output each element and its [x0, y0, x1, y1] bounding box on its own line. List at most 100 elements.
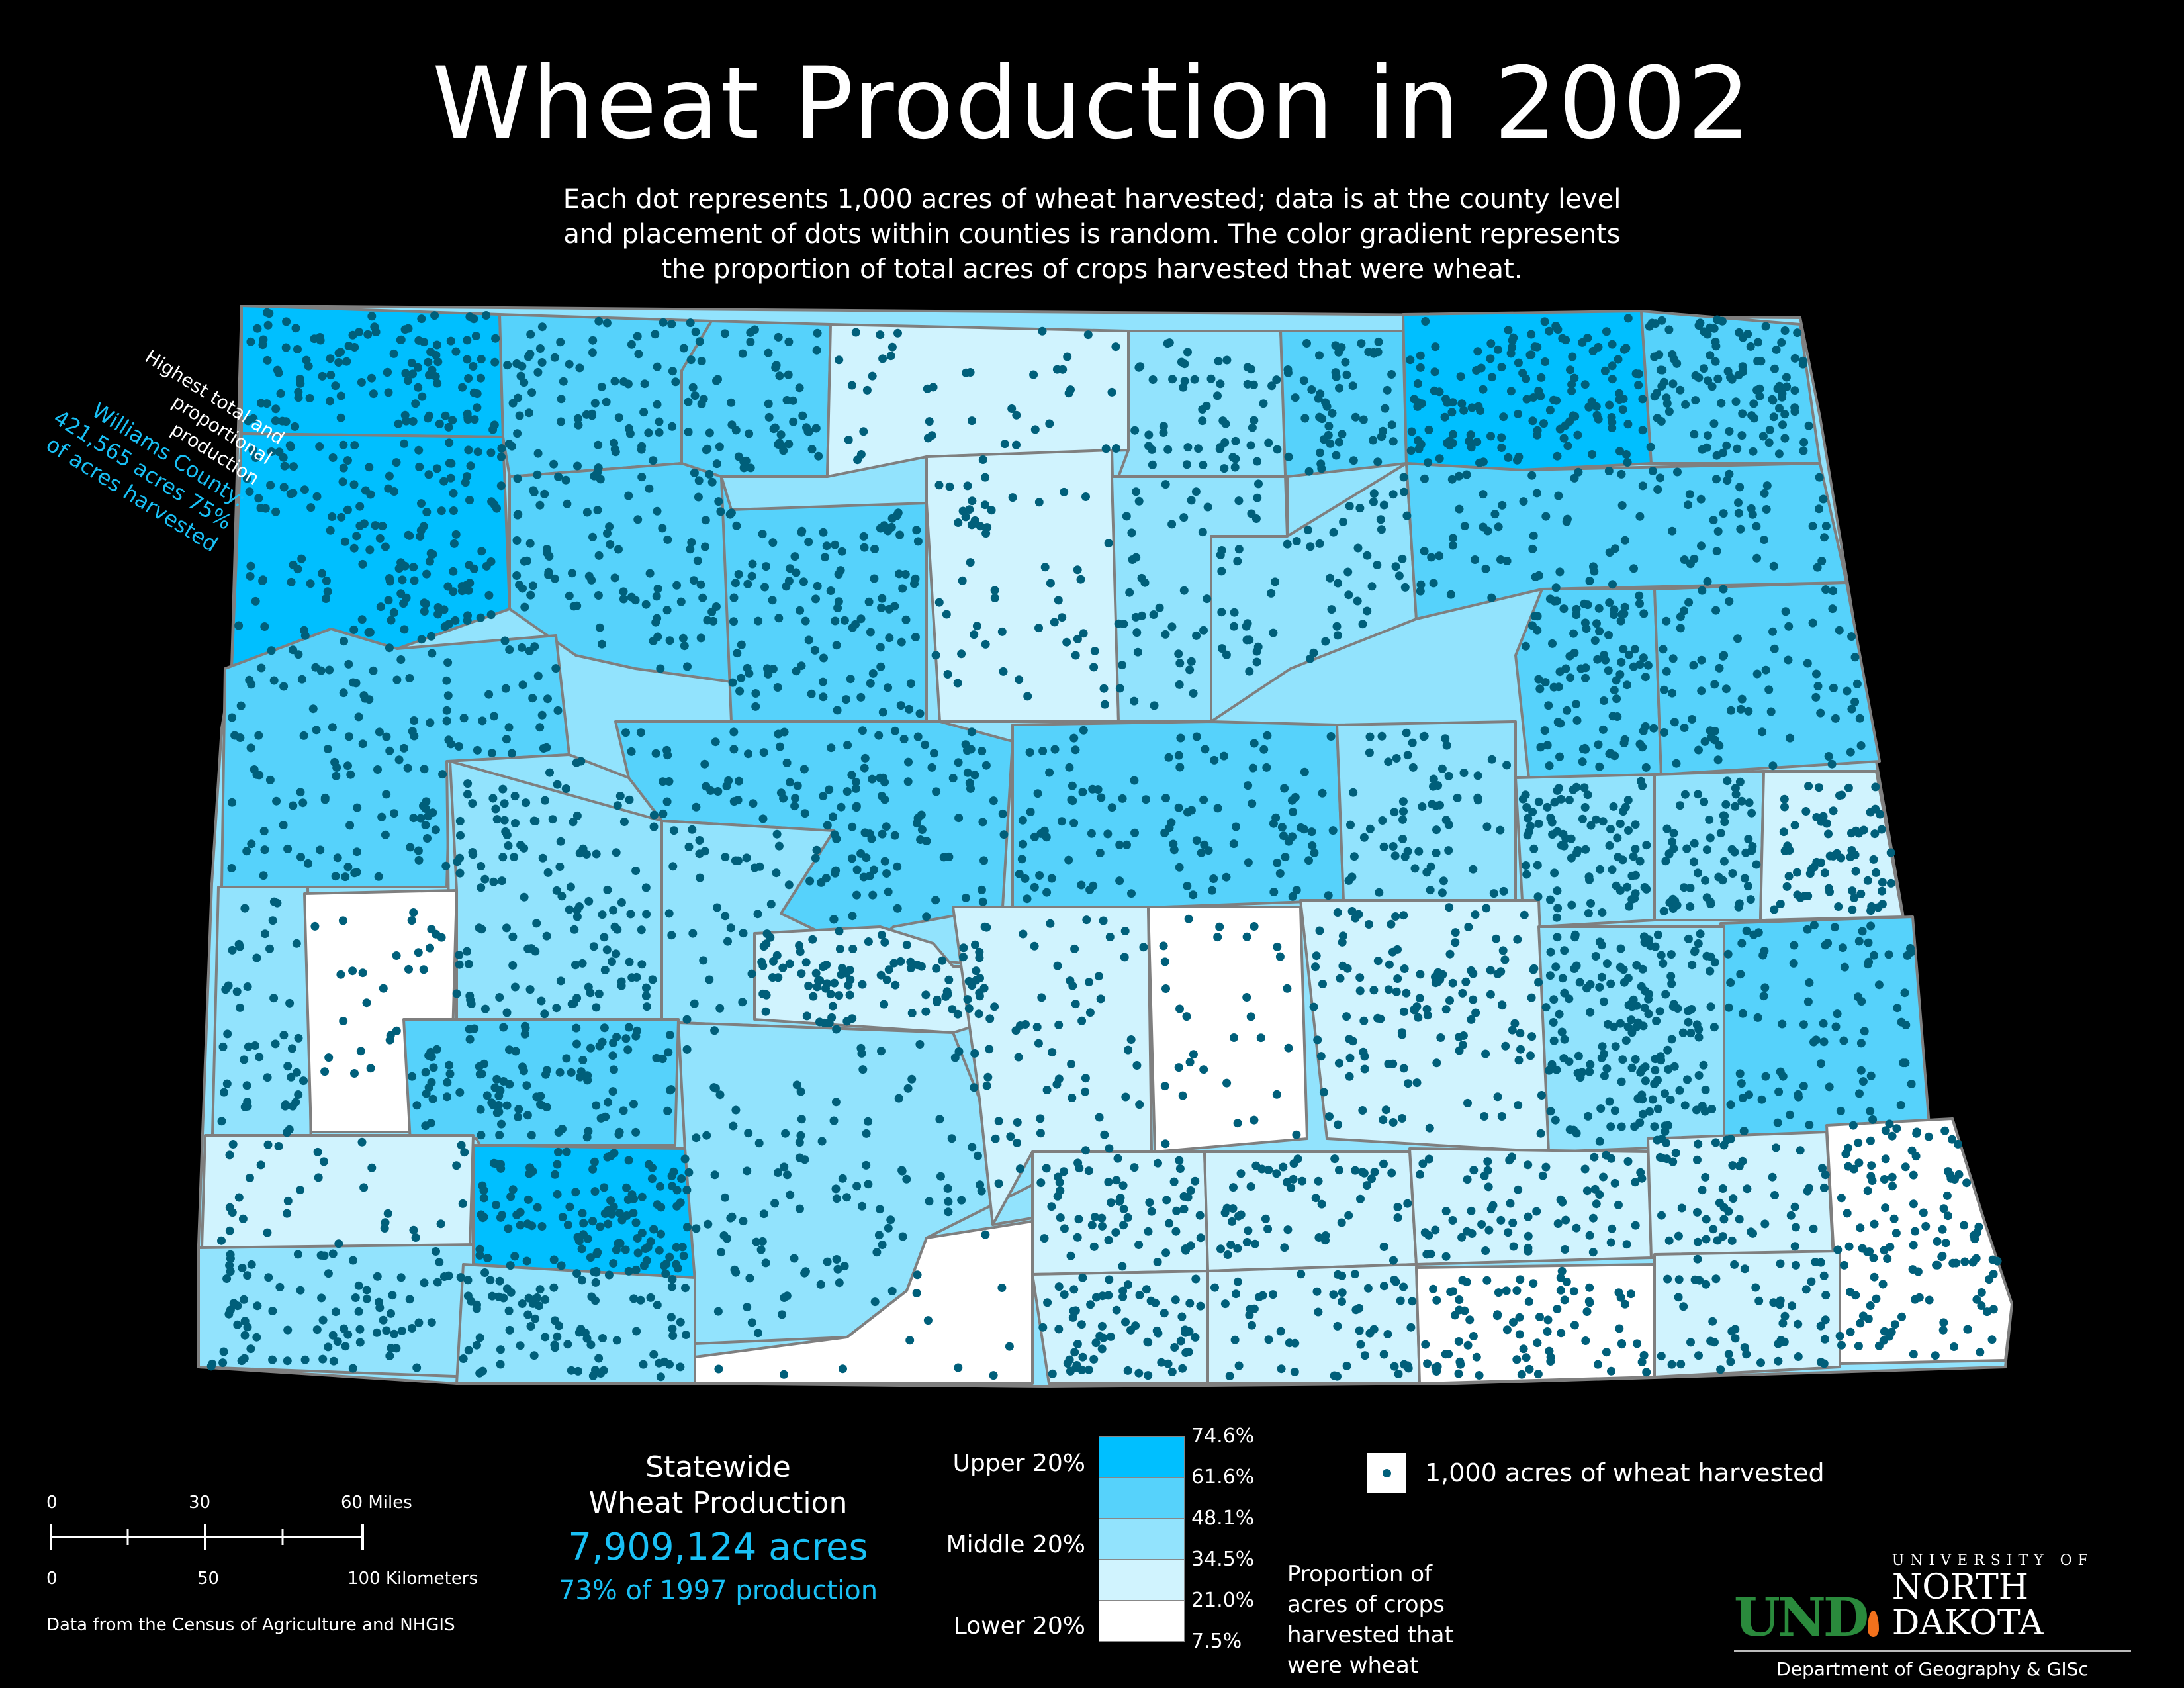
wheat-dot [463, 472, 472, 481]
wheat-dot [400, 561, 410, 571]
wheat-dot [1533, 430, 1542, 440]
wheat-dot [418, 392, 427, 401]
wheat-dot [1471, 555, 1480, 564]
wheat-dot [404, 530, 413, 539]
wheat-dot [1698, 586, 1707, 595]
wheat-dot [705, 975, 714, 984]
wheat-dot [343, 761, 352, 771]
wheat-dot [1365, 748, 1374, 757]
wheat-dot [672, 581, 682, 590]
wheat-dot [480, 874, 490, 884]
wheat-dot [1306, 542, 1315, 551]
wheat-dot [649, 456, 658, 465]
wheat-dot [1042, 1164, 1051, 1173]
wheat-dot [727, 398, 736, 407]
wheat-dot [1347, 872, 1357, 882]
wheat-dot [967, 520, 976, 530]
wheat-dot [876, 330, 885, 340]
wheat-dot [1217, 567, 1226, 576]
wheat-dot [1091, 1338, 1101, 1348]
wheat-dot [582, 410, 591, 419]
wheat-dot [689, 576, 698, 585]
wheat-dot [859, 427, 868, 436]
wheat-dot [1432, 801, 1441, 810]
wheat-dot [1670, 718, 1679, 727]
wheat-dot [1425, 1123, 1434, 1133]
wheat-dot [400, 410, 410, 420]
wheat-dot [1738, 409, 1747, 418]
wheat-dot [903, 777, 913, 786]
wheat-dot [1115, 876, 1124, 886]
wheat-dot [1724, 1207, 1733, 1216]
wheat-dot [1708, 1317, 1717, 1326]
wheat-dot [548, 815, 557, 824]
wheat-dot [506, 1288, 516, 1297]
wheat-dot [343, 863, 353, 872]
wheat-dot [1639, 653, 1648, 663]
wheat-dot [1721, 800, 1731, 809]
wheat-dot [1704, 376, 1713, 385]
wheat-dot [588, 348, 597, 357]
wheat-dot [246, 337, 255, 346]
wheat-dot [1063, 1359, 1072, 1368]
wheat-dot [285, 998, 295, 1008]
wheat-dot [799, 765, 809, 774]
wheat-dot [1421, 317, 1430, 326]
wheat-dot [1737, 694, 1747, 704]
wheat-dot [408, 1324, 417, 1333]
wheat-dot [1148, 375, 1158, 384]
wheat-dot [933, 998, 942, 1006]
wheat-dot [324, 1053, 334, 1062]
und-logo: UND UNIVERSITY OF NORTH DAKOTA Departmen… [1734, 1552, 2138, 1680]
wheat-dot [1122, 512, 1131, 521]
wheat-dot [412, 1101, 422, 1110]
wheat-dot [571, 961, 580, 970]
wheat-dot [1442, 741, 1451, 750]
wheat-dot [1813, 682, 1823, 691]
wheat-dot [1976, 1348, 1985, 1357]
wheat-dot [1748, 842, 1757, 851]
wheat-dot [504, 723, 514, 732]
wheat-dot [1097, 793, 1106, 802]
wheat-dot [764, 399, 773, 408]
wheat-dot [1699, 1060, 1708, 1070]
wheat-dot [1657, 951, 1666, 960]
wheat-dot [680, 641, 689, 651]
wheat-dot [1159, 941, 1168, 951]
wheat-dot [287, 577, 296, 586]
wheat-dot [477, 883, 486, 892]
wheat-dot [657, 1203, 666, 1212]
wheat-dot [1580, 1164, 1590, 1174]
wheat-dot [1315, 412, 1324, 422]
dot-legend-icon [1367, 1453, 1406, 1493]
wheat-dot [1535, 1313, 1544, 1321]
wheat-dot [804, 981, 813, 990]
wheat-dot [684, 1168, 694, 1177]
wheat-dot [358, 968, 367, 978]
wheat-dot [981, 639, 990, 649]
wheat-dot [1262, 763, 1271, 772]
wheat-dot [748, 559, 757, 569]
wheat-dot [1799, 1082, 1808, 1091]
wheat-dot [1540, 317, 1549, 326]
wheat-dot [354, 1281, 363, 1290]
wheat-dot [1118, 661, 1127, 670]
wheat-dot [655, 1182, 664, 1191]
wheat-dot [1629, 564, 1638, 573]
wheat-dot [790, 552, 799, 561]
county-polygon [1653, 581, 1881, 776]
wheat-dot [1698, 1102, 1707, 1111]
wheat-dot [1586, 821, 1596, 830]
wheat-dot [791, 794, 800, 803]
wheat-dot [1754, 1296, 1764, 1305]
wheat-dot [1482, 1276, 1492, 1285]
wheat-dot [1400, 583, 1410, 592]
wheat-dot [539, 744, 548, 753]
wheat-dot [1078, 788, 1087, 797]
wheat-dot [1515, 1313, 1524, 1322]
wheat-dot [848, 912, 857, 921]
wheat-dot [1206, 374, 1216, 383]
wheat-dot [1291, 792, 1300, 802]
wheat-dot [1349, 788, 1358, 797]
wheat-dot [642, 983, 651, 992]
